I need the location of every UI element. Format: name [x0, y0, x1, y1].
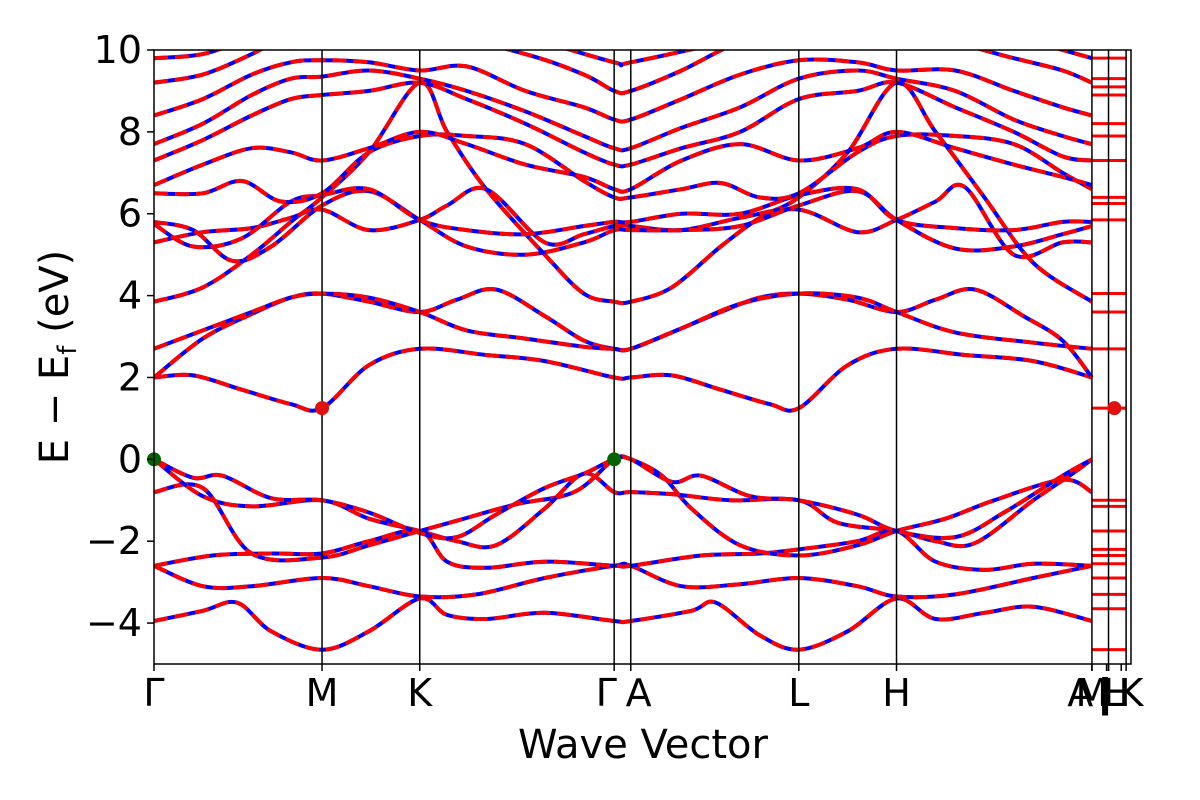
- x-tick-label-13: H: [1102, 671, 1131, 715]
- y-axis-label-unit: (eV): [32, 250, 78, 346]
- band-line-dashed-3: [154, 528, 1092, 572]
- band-line-dashed-15: [154, 129, 1093, 194]
- x-tick-label-8: A: [1067, 671, 1093, 715]
- band-edge-marker-2: [607, 452, 622, 467]
- x-tick-label-6: L: [788, 671, 809, 715]
- band-edge-marker-4: [1107, 401, 1122, 416]
- y-tick-label-1: −4: [86, 601, 142, 645]
- band-edge-marker-3: [315, 401, 330, 416]
- x-tick-label-7: H: [882, 671, 911, 715]
- band-line-dashed-18: [154, 57, 1093, 124]
- x-tick-label-14: K: [1119, 671, 1145, 715]
- x-tick-label-2: M: [306, 671, 339, 715]
- y-axis-ticks: −4 −2 0 2 4 6 8 10: [86, 28, 154, 645]
- plot-area: [154, 50, 1127, 652]
- x-axis-ticks: Γ M K Γ A L H AM|L|HK: [143, 664, 1145, 716]
- x-tick-label-10: |: [1097, 671, 1110, 716]
- band-line-dashed-7: [154, 346, 1093, 413]
- y-tick-label-6: 6: [118, 192, 142, 236]
- y-axis-label-subscript: f: [53, 345, 83, 355]
- x-tick-label-1: Γ: [143, 671, 164, 715]
- band-line-dashed-6: [154, 455, 1093, 541]
- y-tick-label-7: 8: [118, 110, 142, 154]
- band-line-dashed-5: [154, 457, 1094, 550]
- y-axis-label-main: E − E: [32, 355, 78, 465]
- y-tick-label-8: 10: [94, 28, 142, 72]
- band-line-dashed-9: [154, 291, 1093, 353]
- band-line-dashed-14: [154, 132, 1093, 205]
- plot-frame: [153, 49, 1132, 665]
- band-line-solid-2: [154, 561, 1093, 600]
- x-axis-label: Wave Vector: [518, 722, 769, 768]
- band-line-solid-17: [154, 68, 1093, 153]
- band-line-dashed-20: [154, 50, 1093, 68]
- x-tick-label-9: M: [1076, 671, 1109, 715]
- band-line-solid-15: [154, 129, 1093, 194]
- band-line-dashed-1: [154, 596, 1093, 652]
- k-point-separators: [321, 50, 1127, 664]
- band-line-solid-7: [154, 346, 1093, 413]
- y-tick-label-5: 4: [118, 274, 142, 318]
- y-tick-label-4: 2: [118, 355, 142, 399]
- band-line-dashed-17: [154, 68, 1093, 153]
- x-tick-label-12: |: [1100, 671, 1113, 716]
- x-tick-label-5: A: [626, 671, 652, 715]
- x-tick-label-11: L: [1103, 671, 1124, 715]
- x-tick-label-3: K: [407, 671, 433, 715]
- band-edge-markers: [147, 401, 1122, 467]
- band-line-dashed-2: [154, 561, 1093, 600]
- band-line-solid-20: [154, 50, 1093, 68]
- band-line-solid-6: [154, 455, 1093, 541]
- x-tick-label-4: Γ: [596, 671, 617, 715]
- y-tick-label-3: 0: [118, 437, 142, 481]
- y-axis-label: E − Ef (eV): [32, 250, 83, 465]
- y-tick-label-2: −2: [86, 519, 142, 563]
